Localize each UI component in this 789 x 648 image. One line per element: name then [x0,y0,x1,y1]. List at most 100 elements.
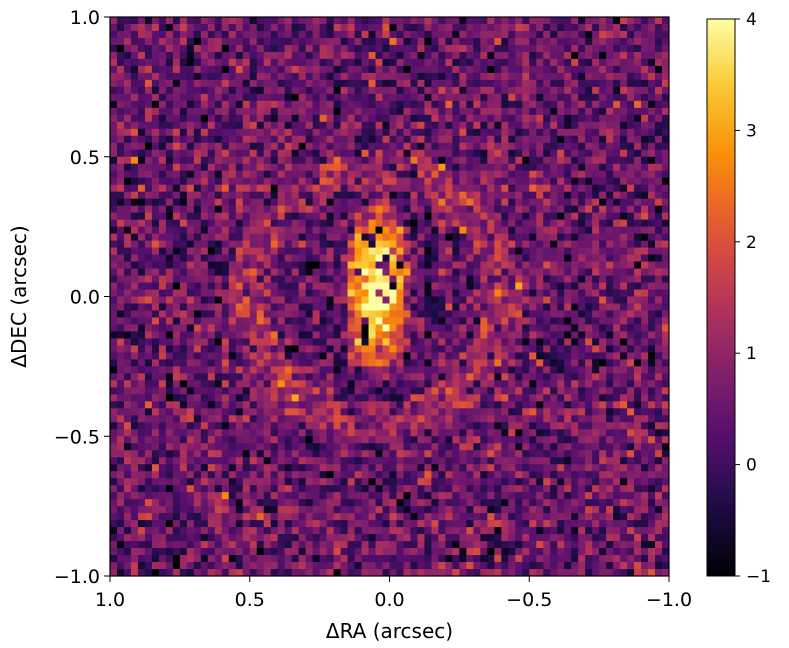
heatmap-cell [368,366,377,374]
heatmap-cell [242,72,251,81]
heatmap-cell [515,303,523,311]
heatmap-cell [459,415,467,423]
heatmap-cell [151,121,160,130]
heatmap-cell [270,65,279,74]
heatmap-cell [417,93,425,102]
heatmap-cell [592,324,600,332]
heatmap-cell [564,352,572,360]
heatmap-cell [592,233,600,242]
heatmap-cell [431,387,439,395]
heatmap-cell [641,114,649,123]
heatmap-cell [445,268,453,277]
heatmap-cell [438,240,446,249]
heatmap-cell [151,338,160,346]
heatmap-cell [403,352,411,360]
heatmap-cell [466,177,474,186]
heatmap-cell [515,282,523,291]
heatmap-cell [284,17,293,25]
heatmap-cell [305,331,314,339]
heatmap-cell [165,184,174,193]
heatmap-cell [116,30,125,39]
heatmap-cell [347,93,356,102]
heatmap-cell [396,380,404,388]
heatmap-cell [235,429,244,437]
heatmap-cell [473,79,481,88]
heatmap-cell [536,394,544,402]
heatmap-cell [319,198,328,207]
heatmap-cell [452,429,460,437]
heatmap-cell [319,247,328,256]
heatmap-cell [564,37,572,46]
heatmap-cell [543,226,551,235]
heatmap-cell [424,219,432,228]
heatmap-cell [431,422,439,430]
heatmap-cell [529,352,537,360]
heatmap-cell [130,373,139,381]
heatmap-cell [375,17,384,25]
heatmap-cell [361,422,370,430]
heatmap-cell [585,436,593,444]
heatmap-cell [263,44,272,53]
heatmap-cell [536,72,544,81]
heatmap-cell [431,268,439,277]
heatmap-cell [347,261,356,270]
heatmap-cell [347,184,356,193]
heatmap-cell [662,275,670,284]
heatmap-cell [662,212,670,221]
heatmap-cell [417,233,425,242]
heatmap-cell [592,93,600,102]
heatmap-cell [375,23,384,32]
heatmap-cell [543,380,551,388]
heatmap-cell [543,408,551,416]
heatmap-cell [130,72,139,81]
heatmap-cell [648,373,656,381]
heatmap-cell [284,296,293,304]
heatmap-cell [501,128,509,137]
heatmap-cell [431,72,439,81]
heatmap-cell [634,324,642,332]
heatmap-cell [242,415,251,423]
heatmap-cell [242,443,251,451]
heatmap-cell [501,240,509,249]
heatmap-cell [445,289,453,297]
heatmap-cell [249,415,258,423]
heatmap-cell [284,394,293,402]
heatmap-cell [277,275,286,284]
heatmap-cell [508,254,516,263]
heatmap-cell [284,331,293,339]
heatmap-cell [410,366,418,374]
heatmap-cell [368,226,377,235]
heatmap-cell [347,65,356,74]
heatmap-cell [354,352,363,360]
heatmap-cell [494,289,502,297]
heatmap-cell [137,373,146,381]
heatmap-cell [333,268,342,277]
heatmap-cell [585,282,593,291]
heatmap-cell [564,233,572,242]
heatmap-cell [536,156,544,165]
heatmap-cell [445,198,453,207]
heatmap-cell [424,359,432,367]
heatmap-cell [256,212,265,221]
heatmap-cell [627,338,635,346]
heatmap-cell [613,23,621,32]
heatmap-cell [641,44,649,53]
heatmap-cell [578,121,586,130]
heatmap-cell [193,282,202,291]
heatmap-cell [641,366,649,374]
heatmap-cell [599,240,607,249]
heatmap-cell [110,268,118,277]
heatmap-cell [417,352,425,360]
heatmap-cell [123,401,132,409]
heatmap-cell [410,345,418,353]
heatmap-cell [655,247,663,256]
heatmap-cell [494,401,502,409]
heatmap-cell [487,352,495,360]
heatmap-cell [354,37,363,46]
heatmap-cell [347,149,356,158]
heatmap-cell [599,380,607,388]
heatmap-cell [333,23,342,32]
heatmap-cell [522,219,530,228]
heatmap-cell [396,128,404,137]
heatmap-cell [613,212,621,221]
